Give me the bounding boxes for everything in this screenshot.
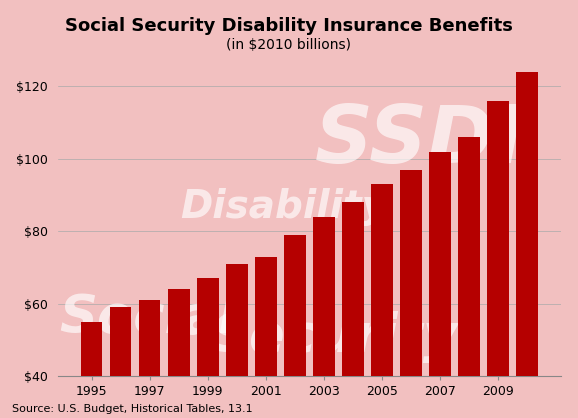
Bar <box>458 137 480 418</box>
Bar <box>110 307 131 418</box>
Text: SSDI: SSDI <box>315 102 525 181</box>
Text: Social: Social <box>60 291 237 344</box>
Bar <box>197 278 218 418</box>
Bar <box>284 235 306 418</box>
Text: Disability: Disability <box>180 188 388 226</box>
Text: Security: Security <box>211 311 458 363</box>
Bar <box>168 289 190 418</box>
Bar <box>487 101 509 418</box>
Bar <box>81 322 102 418</box>
Bar <box>139 300 161 418</box>
Text: (in $2010 billions): (in $2010 billions) <box>227 38 351 51</box>
Bar <box>371 184 392 418</box>
Text: Social Security Disability Insurance Benefits: Social Security Disability Insurance Ben… <box>65 17 513 35</box>
Text: Source: U.S. Budget, Historical Tables, 13.1: Source: U.S. Budget, Historical Tables, … <box>12 404 252 414</box>
Bar <box>226 264 247 418</box>
Bar <box>429 152 451 418</box>
Bar <box>342 202 364 418</box>
Bar <box>516 72 538 418</box>
Bar <box>400 170 422 418</box>
Bar <box>255 257 277 418</box>
Bar <box>313 217 335 418</box>
